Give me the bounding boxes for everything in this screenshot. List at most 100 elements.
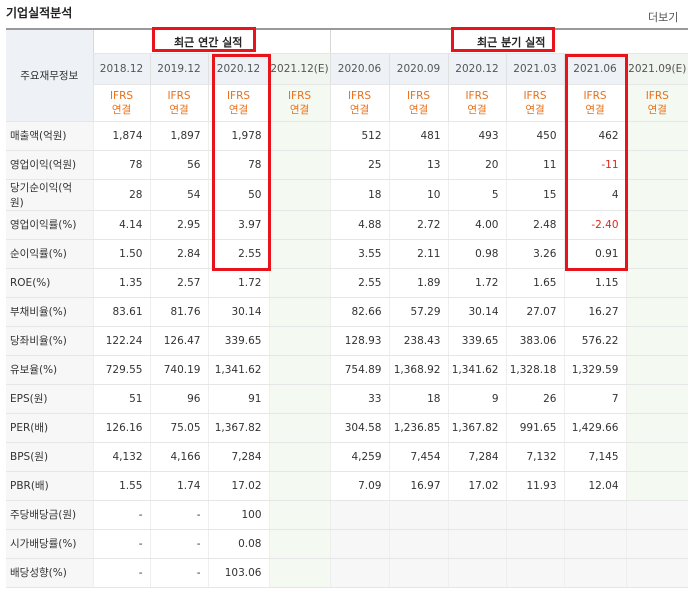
ifrs-consolidated-text: 연결 <box>349 103 370 116</box>
ifrs-consolidated-text: 연결 <box>647 103 667 116</box>
table-row: 영업이익(억원) 78 56 78 25 13 20 11 -11 <box>6 150 689 180</box>
table-cell <box>447 499 506 530</box>
table-cell: 304.58 <box>329 413 389 443</box>
table-cell: 78 <box>207 150 269 180</box>
quarter-group-label: 최근 분기 실적 <box>477 36 546 49</box>
table-cell: 17.02 <box>207 471 269 501</box>
ifrs-standard-text: IFRS <box>109 89 134 102</box>
ifrs-consolidated-text: 연결 <box>111 103 132 116</box>
ifrs-label: IFRS 연결 <box>149 84 208 122</box>
table-cell <box>268 471 330 501</box>
row-label: 매출액(억원) <box>6 121 93 151</box>
accounting-standard-row: IFRS 연결 IFRS 연결 IFRS 연결 IFRS 연결 IFRS 연결 IFRS 연결 IFRS… <box>6 84 689 122</box>
ifrs-label: IFRS 연결 <box>268 84 330 122</box>
more-link[interactable]: 더보기 <box>648 11 679 24</box>
table-cell: 16.97 <box>388 471 448 501</box>
table-row: 매출액(억원) 1,874 1,897 1,978 512 481 493 450 462 <box>6 121 689 151</box>
row-label: PBR(배) <box>6 471 93 501</box>
annual-group-header <box>92 28 330 54</box>
page-title: 기업실적분석 <box>6 6 73 20</box>
table-cell: 729.55 <box>92 355 150 385</box>
table-cell: 33 <box>329 383 389 414</box>
table-cell: - <box>149 499 208 530</box>
table-cell <box>625 499 689 530</box>
table-row: 유보율(%) 729.55 740.19 1,341.62 754.89 1,368.92… <box>6 355 689 385</box>
table-cell <box>329 558 389 588</box>
table-cell <box>268 326 330 356</box>
ifrs-label: IFRS 연결 <box>505 84 564 122</box>
table-cell: 1.65 <box>505 267 564 298</box>
period-header: 2021.12(E) <box>268 53 330 85</box>
table-cell: 103.06 <box>207 558 269 588</box>
table-cell: 30.14 <box>207 296 269 327</box>
table-cell: 128.93 <box>329 326 389 356</box>
table-cell <box>625 558 689 588</box>
table-cell: 1,367.82 <box>447 413 506 443</box>
table-row: 시가배당률(%) - -0.08 <box>6 529 689 559</box>
table-cell: 1.55 <box>92 471 150 501</box>
table-cell <box>268 210 330 240</box>
period-header: 2020.12 <box>447 53 506 85</box>
table-cell: 28 <box>92 179 150 211</box>
table-cell <box>625 471 689 501</box>
table-cell <box>388 529 448 559</box>
table-cell: 81.76 <box>149 296 208 327</box>
table-cell: 1,341.62 <box>447 355 506 385</box>
period-header: 2020.06 <box>329 53 389 85</box>
row-label: 유보율(%) <box>6 355 93 385</box>
table-cell: 54 <box>149 179 208 211</box>
table-cell: -2.40 <box>563 210 626 240</box>
table-cell: 7 <box>563 383 626 414</box>
table-cell: 2.57 <box>149 267 208 298</box>
table-cell <box>563 529 626 559</box>
table-cell <box>447 529 506 559</box>
table-cell: 11 <box>505 150 564 180</box>
table-cell <box>268 179 330 211</box>
table-row: ROE(%) 1.35 2.57 1.72 2.55 1.89 1.72 1.65 1.15 <box>6 267 689 298</box>
table-cell: 4 <box>563 179 626 211</box>
table-cell <box>505 529 564 559</box>
table-cell <box>268 442 330 472</box>
row-header: 주요재무정보 <box>6 28 93 122</box>
table-cell <box>268 296 330 327</box>
table-cell: 126.47 <box>149 326 208 356</box>
table-cell: 122.24 <box>92 326 150 356</box>
row-label: 당기순이익(억원) <box>6 179 93 211</box>
table-cell: 450 <box>505 121 564 151</box>
table-row: 배당성향(%) - -103.06 <box>6 558 689 588</box>
table-cell: 4.14 <box>92 210 150 240</box>
table-cell <box>625 296 689 327</box>
table-cell: 75.05 <box>149 413 208 443</box>
table-cell: 740.19 <box>149 355 208 385</box>
table-cell: 100 <box>207 499 269 530</box>
table-cell <box>268 355 330 385</box>
table-cell: 78 <box>92 150 150 180</box>
period-header: 2018.12 <box>92 53 150 85</box>
ifrs-label: IFRS 연결 <box>329 84 389 122</box>
table-cell: - <box>92 529 150 559</box>
table-cell <box>625 239 689 269</box>
period-header: 2021.06 <box>563 53 626 85</box>
table-cell: 7.09 <box>329 471 389 501</box>
table-cell: 56 <box>149 150 208 180</box>
table-cell: 2.55 <box>329 267 389 298</box>
annual-group-label: 최근 연간 실적 <box>174 36 243 49</box>
ifrs-standard-text: IFRS <box>226 89 251 102</box>
table-cell: 20 <box>447 150 506 180</box>
table-row: PBR(배) 1.55 1.74 17.02 7.09 16.97 17.02 11.93 12… <box>6 471 689 501</box>
table-cell: 3.97 <box>207 210 269 240</box>
table-cell: 18 <box>388 383 448 414</box>
table-cell <box>329 529 389 559</box>
table-row: BPS(원) 4,132 4,166 7,284 4,259 7,454 7,284 7,13… <box>6 442 689 472</box>
table-cell: 1.74 <box>149 471 208 501</box>
table-cell: 83.61 <box>92 296 150 327</box>
table-cell: - <box>92 499 150 530</box>
table-cell: 126.16 <box>92 413 150 443</box>
table-cell: 2.72 <box>388 210 448 240</box>
table-cell: 30.14 <box>447 296 506 327</box>
ifrs-label: IFRS 연결 <box>447 84 506 122</box>
ifrs-consolidated-text: 연결 <box>525 103 545 116</box>
table-row: 부채비율(%) 83.61 81.76 30.14 82.66 57.29 30.14 27.… <box>6 296 689 327</box>
table-cell: 1.50 <box>92 239 150 269</box>
table-cell <box>268 558 330 588</box>
